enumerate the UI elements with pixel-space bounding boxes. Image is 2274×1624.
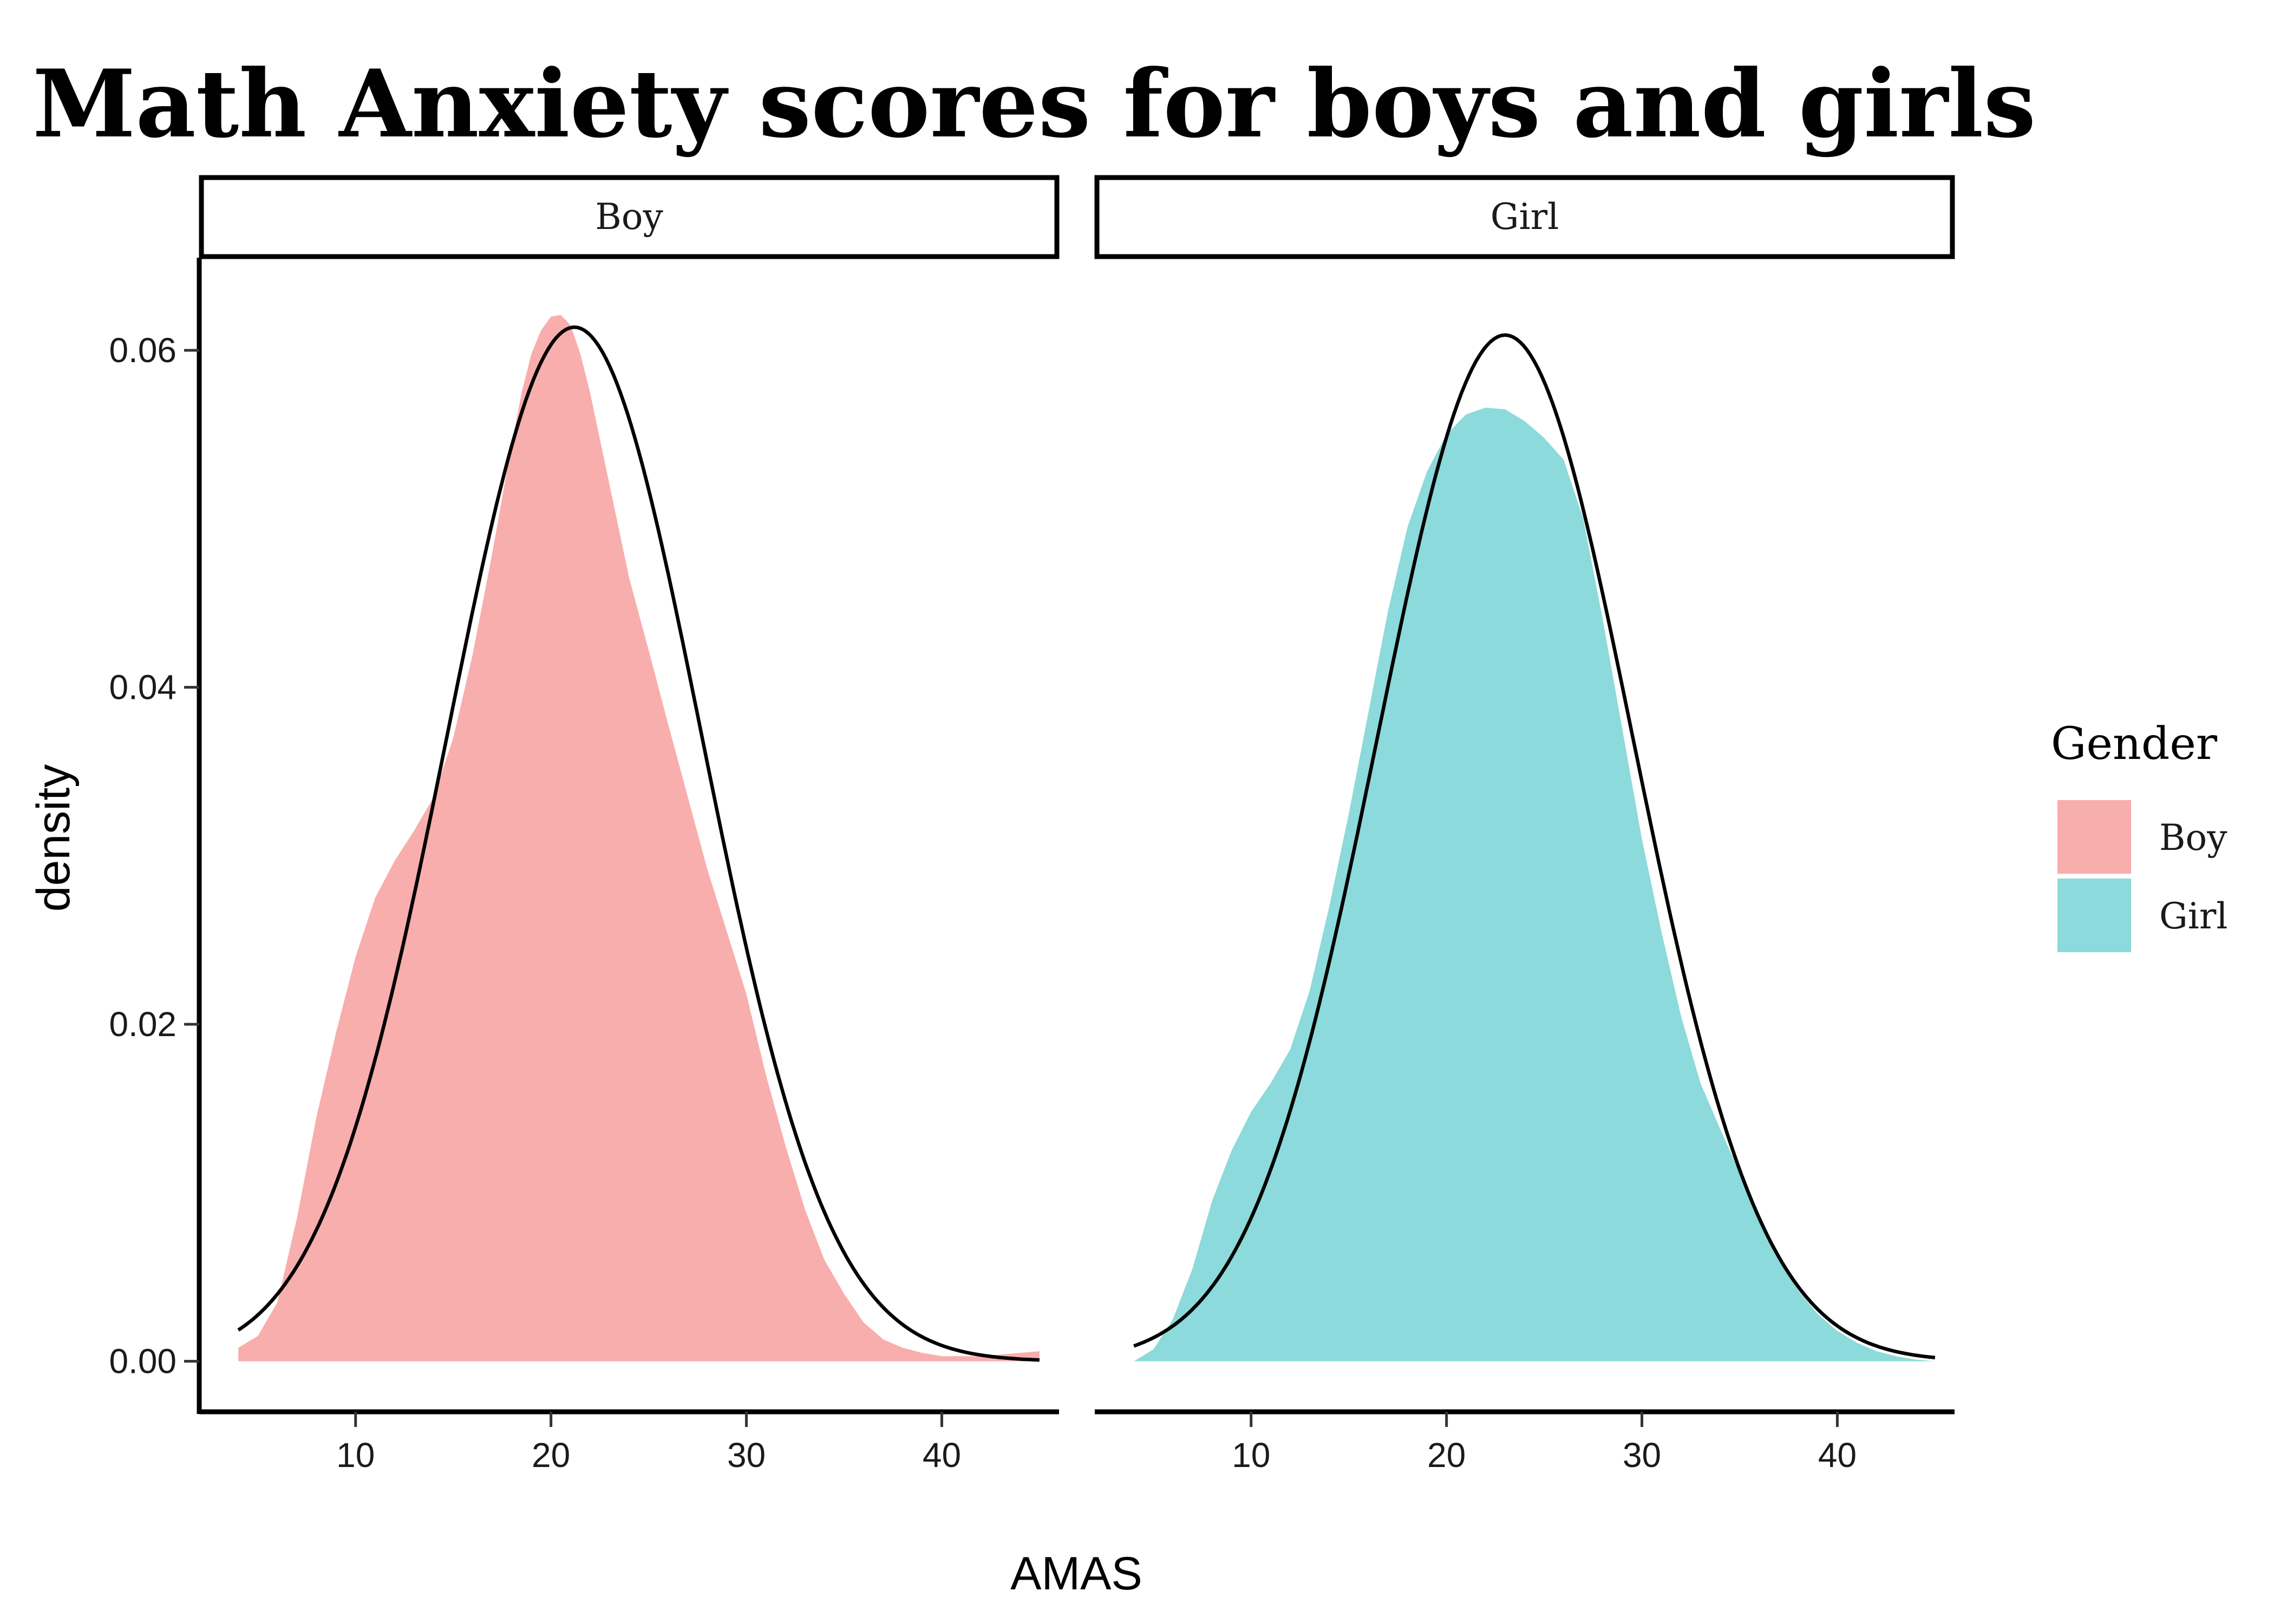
y-axis-title: density <box>28 764 80 912</box>
x-tick-label: 30 <box>1623 1436 1661 1475</box>
chart-title: Math Anxiety scores for boys and girls <box>32 49 2036 159</box>
y-tick-label: 0.00 <box>109 1342 177 1381</box>
x-tick-label: 40 <box>923 1436 961 1475</box>
facet-panel-girl: Girl 10 20 30 40 <box>1095 178 1955 1475</box>
legend-key-boy <box>2057 800 2131 874</box>
y-tick-label: 0.04 <box>109 668 177 707</box>
density-area-boy <box>238 315 1040 1361</box>
facet-strip-label: Boy <box>595 196 663 238</box>
legend-label-girl: Girl <box>2159 895 2228 937</box>
x-axis-title: AMAS <box>1010 1548 1142 1600</box>
facet-panel-boy: Boy 10 20 30 40 <box>199 178 1059 1475</box>
x-tick-label: 20 <box>1427 1436 1466 1475</box>
legend-key-girl <box>2057 879 2131 952</box>
y-tick-label: 0.06 <box>109 331 177 370</box>
x-tick-label: 10 <box>336 1436 375 1475</box>
x-tick-label: 10 <box>1232 1436 1270 1475</box>
legend-title: Gender <box>2051 718 2218 770</box>
x-tick-label: 30 <box>727 1436 766 1475</box>
legend: Gender Boy Girl <box>2051 718 2228 952</box>
legend-items: Boy Girl <box>2057 800 2228 952</box>
x-tick-label: 40 <box>1818 1436 1857 1475</box>
y-axis: 0.00 0.02 0.04 0.06 <box>109 258 199 1414</box>
legend-label-boy: Boy <box>2159 817 2227 859</box>
x-tick-label: 20 <box>532 1436 570 1475</box>
y-tick-label: 0.02 <box>109 1005 177 1044</box>
facet-strip-label: Girl <box>1491 196 1559 238</box>
facet-panels: Boy 10 20 30 40 Girl 10 20 30 40 <box>199 178 1955 1475</box>
density-area-girl <box>1134 408 1935 1361</box>
